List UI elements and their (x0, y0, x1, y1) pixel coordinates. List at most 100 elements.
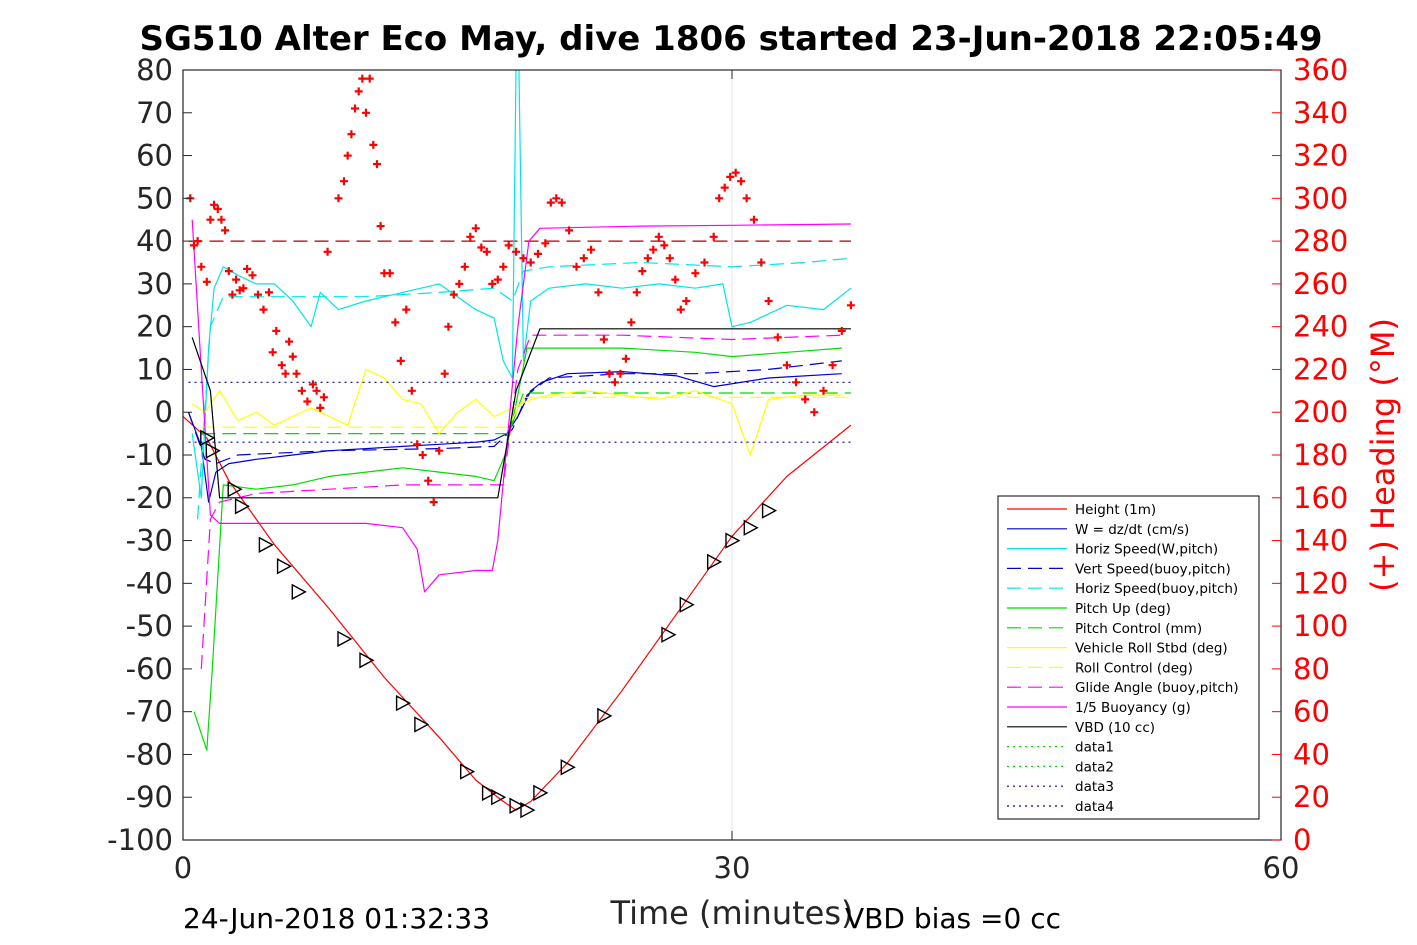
pump-marker (359, 652, 375, 669)
pump-marker (200, 429, 216, 447)
left-tick-label: 0 (155, 395, 173, 429)
heading-point (358, 74, 367, 83)
heading-point (691, 269, 700, 278)
legend-label: VBD (10 cc) (1075, 720, 1155, 736)
heading-point (440, 369, 449, 378)
heading-point (391, 318, 400, 327)
heading-point (449, 290, 458, 299)
heading-point (444, 322, 453, 331)
heading-point (665, 254, 674, 263)
heading-point (526, 258, 535, 267)
heading-point (499, 262, 508, 271)
chart-title: SG510 Alter Eco May, dive 1806 started 2… (139, 19, 1322, 59)
bottom-tick-label: 30 (714, 851, 751, 885)
heading-point (737, 177, 746, 186)
heading-point (213, 205, 222, 213)
heading-point (488, 279, 497, 288)
heading-point (319, 393, 328, 402)
pump-marker (520, 801, 536, 819)
heading-point (351, 104, 359, 113)
heading-point (764, 297, 773, 305)
right-tick-label: 140 (1293, 524, 1348, 558)
series-line-1 (187, 371, 842, 503)
heading-point (773, 333, 782, 342)
heading-point (272, 326, 281, 335)
right-tick-label: 80 (1293, 652, 1330, 686)
heading-point (224, 267, 233, 276)
left-tick-label: 30 (136, 267, 173, 301)
heading-point (512, 247, 521, 256)
pump-marker (509, 797, 525, 814)
legend-label: Vehicle Roll Stbd (deg) (1075, 641, 1228, 657)
right-tick-label: 200 (1293, 395, 1348, 429)
heading-point (837, 326, 846, 335)
heading-point (700, 258, 709, 267)
heading-point (340, 177, 348, 186)
left-tick-label: -20 (126, 481, 173, 515)
heading-point (217, 215, 226, 224)
heading-point (587, 245, 596, 254)
left-tick-label: -80 (126, 737, 173, 771)
heading-point (504, 241, 513, 250)
heading-point (362, 108, 370, 117)
heading-point (557, 198, 566, 207)
bottom-tick-label: 60 (1263, 851, 1300, 885)
heading-point (413, 440, 422, 449)
right-tick-label: 300 (1293, 181, 1348, 215)
heading-point (715, 194, 724, 203)
right-tick-label: 60 (1293, 695, 1330, 729)
pump-marker (761, 502, 778, 519)
heading-point (534, 249, 542, 258)
footer-timestamp: 24-Jun-2018 01:32:33 (183, 902, 490, 935)
heading-point (654, 232, 663, 241)
heading-point (376, 222, 385, 231)
heading-point (221, 226, 230, 235)
legend-label: Horiz Speed(W,pitch) (1075, 542, 1218, 558)
pump-marker (291, 583, 307, 601)
left-tick-label: -10 (126, 438, 173, 472)
series-line-9 (200, 334, 842, 669)
heading-point (429, 498, 438, 507)
heading-point (228, 290, 237, 299)
heading-point (493, 275, 502, 284)
pump-marker (560, 759, 576, 776)
pump-marker (337, 630, 353, 648)
right-tick-label: 240 (1293, 310, 1348, 344)
left-tick-label: 10 (136, 352, 173, 386)
left-tick-label: 50 (136, 181, 173, 215)
heading-point (649, 245, 658, 254)
series-line-11 (191, 328, 851, 499)
heading-point (471, 224, 480, 233)
pump-marker (276, 558, 293, 575)
series-line-7 (191, 368, 842, 456)
right-tick-label: 320 (1293, 139, 1348, 173)
heading-point (268, 348, 277, 357)
heading-point (616, 369, 625, 378)
heading-point (482, 247, 491, 256)
pump-marker (725, 532, 741, 549)
heading-point (632, 288, 641, 297)
left-tick-label: -30 (126, 524, 173, 558)
heading-point (347, 130, 356, 139)
heading-point (254, 290, 262, 299)
heading-point (466, 232, 475, 241)
heading-point (757, 258, 766, 267)
pump-marker (205, 442, 221, 459)
heading-point (709, 232, 718, 241)
series-line-8 (201, 396, 851, 428)
heading-point (334, 194, 343, 203)
heading-point (742, 194, 751, 203)
heading-point (671, 275, 680, 284)
legend-label: Vert Speed(buoy,pitch) (1075, 561, 1231, 577)
pump-marker (481, 784, 498, 802)
legend-label: data3 (1075, 779, 1114, 795)
heading-point (193, 237, 202, 246)
right-tick-label: 100 (1293, 609, 1348, 643)
heading-point (297, 386, 306, 395)
left-tick-label: -90 (126, 780, 173, 814)
right-tick-label: 220 (1293, 352, 1348, 386)
heading-point (610, 378, 619, 387)
legend: Height (1m) W = dz/dt (cm/s) Horiz Speed(W… (997, 495, 1260, 820)
right-tick-label: 120 (1293, 566, 1348, 600)
pump-marker (258, 536, 274, 553)
